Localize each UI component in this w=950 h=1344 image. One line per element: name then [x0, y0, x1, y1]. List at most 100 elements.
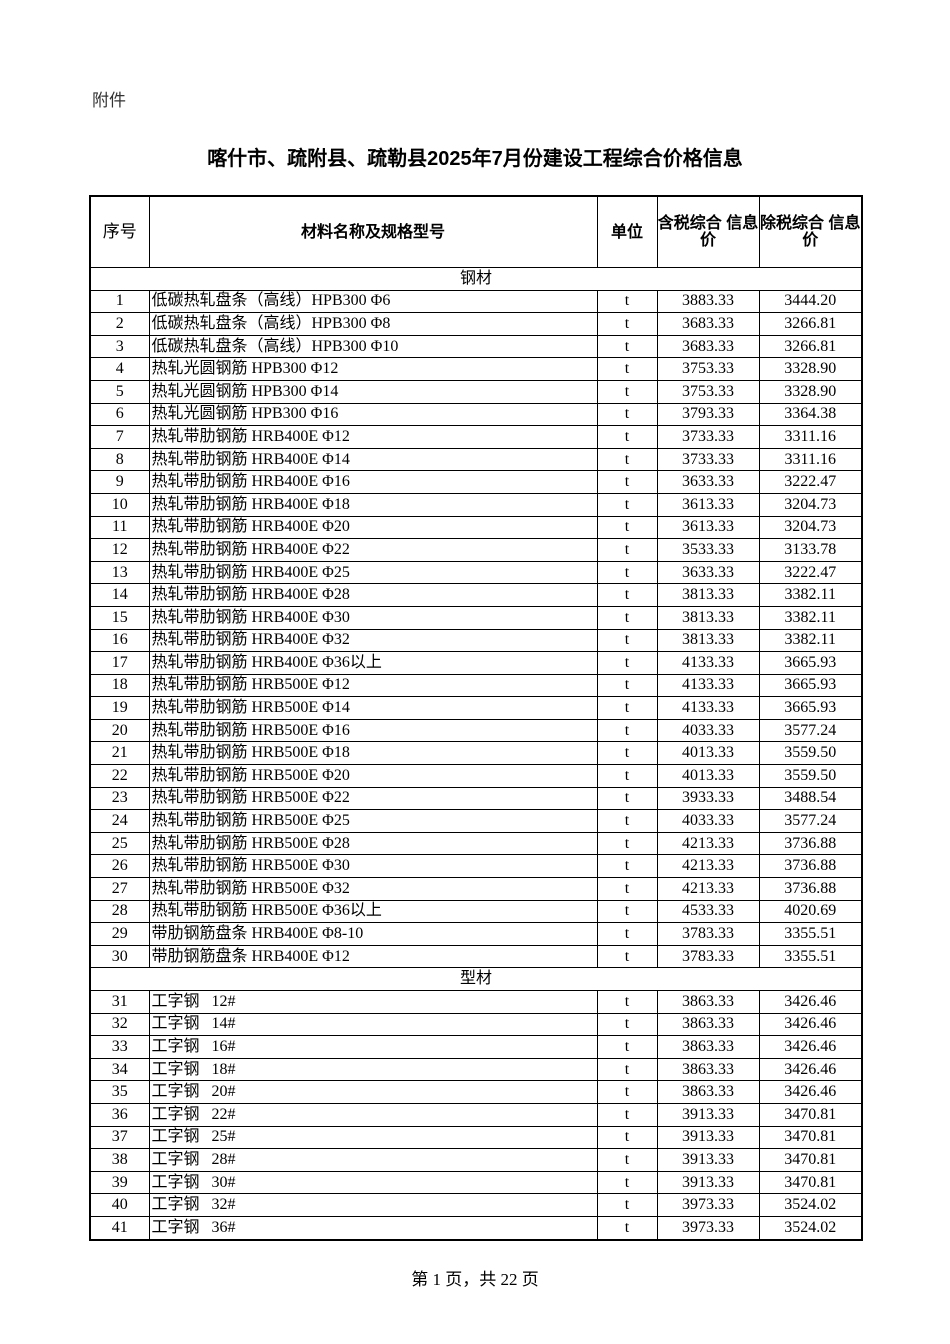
- cell-name: 工字钢 14#: [148, 1012, 598, 1037]
- cell-tax-price: 4133.33: [656, 696, 760, 720]
- cell-seq: 29: [89, 922, 150, 946]
- cell-seq: 36: [89, 1102, 150, 1127]
- price-table: 序号 材料名称及规格型号 单位 含税综合 信息价 除税综合 信息价 钢材 1 低碳热…: [89, 195, 863, 1241]
- section-row: 钢材: [89, 267, 863, 291]
- cell-name: 热轧带肋钢筋 HRB500E Φ14: [148, 696, 598, 720]
- cell-name: 工字钢 32#: [148, 1193, 598, 1217]
- cell-tax-price: 3863.33: [656, 1035, 760, 1059]
- cell-unit: t: [596, 289, 658, 314]
- cell-unit: t: [596, 899, 658, 924]
- cell-seq: 31: [89, 990, 150, 1014]
- table-row: 39 工字钢 30# t 3913.33 3470.81: [89, 1170, 863, 1195]
- cell-unit: t: [596, 538, 658, 562]
- page-footer: 第 1 页，共 22 页: [411, 1270, 539, 1289]
- table-row: 9 热轧带肋钢筋 HRB400E Φ16 t 3633.33 3222.47: [89, 470, 863, 494]
- cell-seq: 2: [89, 312, 150, 336]
- cell-seq: 1: [89, 289, 150, 314]
- cell-tax-price: 3973.33: [656, 1215, 760, 1241]
- table-row: 31 工字钢 12# t 3863.33 3426.46: [89, 990, 863, 1014]
- cell-unit: t: [596, 628, 658, 653]
- cell-tax-price: 3683.33: [656, 334, 760, 359]
- cell-tax-price: 3783.33: [656, 922, 760, 946]
- cell-notax-price: 3382.11: [758, 605, 863, 630]
- cell-name: 热轧带肋钢筋 HRB500E Φ18: [148, 741, 598, 766]
- cell-seq: 20: [89, 718, 150, 743]
- cell-seq: 24: [89, 809, 150, 833]
- table-row: 41 工字钢 36# t 3973.33 3524.02: [89, 1215, 863, 1241]
- cell-tax-price: 3613.33: [656, 492, 760, 517]
- cell-seq: 14: [89, 583, 150, 607]
- cell-name: 热轧带肋钢筋 HRB500E Φ30: [148, 854, 598, 879]
- cell-unit: t: [596, 854, 658, 879]
- cell-tax-price: 3633.33: [656, 470, 760, 494]
- cell-tax-price: 4213.33: [656, 831, 760, 856]
- table-row: 23 热轧带肋钢筋 HRB500E Φ22 t 3933.33 3488.54: [89, 786, 863, 811]
- cell-seq: 3: [89, 334, 150, 359]
- cell-name: 热轧光圆钢筋 HPB300 Φ14: [148, 379, 598, 404]
- section-row: 型材: [89, 967, 863, 991]
- cell-name: 工字钢 36#: [148, 1215, 598, 1241]
- table-row: 26 热轧带肋钢筋 HRB500E Φ30 t 4213.33 3736.88: [89, 854, 863, 879]
- table-header-row: 序号 材料名称及规格型号 单位 含税综合 信息价 除税综合 信息价: [89, 195, 863, 268]
- cell-seq: 19: [89, 696, 150, 720]
- cell-name: 工字钢 12#: [148, 990, 598, 1014]
- table-row: 20 热轧带肋钢筋 HRB500E Φ16 t 4033.33 3577.24: [89, 718, 863, 743]
- cell-unit: t: [596, 560, 658, 585]
- cell-seq: 7: [89, 425, 150, 449]
- cell-tax-price: 3813.33: [656, 605, 760, 630]
- cell-seq: 35: [89, 1080, 150, 1104]
- cell-notax-price: 3444.20: [758, 289, 863, 314]
- cell-tax-price: 3883.33: [656, 289, 760, 314]
- table-row: 28 热轧带肋钢筋 HRB500E Φ36以上 t 4533.33 4020.69: [89, 899, 863, 924]
- cell-notax-price: 3311.16: [758, 447, 863, 472]
- cell-unit: t: [596, 741, 658, 766]
- cell-name: 热轧光圆钢筋 HPB300 Φ16: [148, 402, 598, 427]
- cell-name: 工字钢 18#: [148, 1057, 598, 1082]
- cell-unit: t: [596, 1125, 658, 1150]
- cell-unit: t: [596, 1193, 658, 1217]
- cell-seq: 5: [89, 379, 150, 404]
- table-row: 34 工字钢 18# t 3863.33 3426.46: [89, 1057, 863, 1082]
- cell-unit: t: [596, 1215, 658, 1241]
- cell-name: 热轧带肋钢筋 HRB500E Φ16: [148, 718, 598, 743]
- table-row: 32 工字钢 14# t 3863.33 3426.46: [89, 1012, 863, 1037]
- cell-tax-price: 3913.33: [656, 1125, 760, 1150]
- cell-tax-price: 4033.33: [656, 809, 760, 833]
- table-row: 38 工字钢 28# t 3913.33 3470.81: [89, 1148, 863, 1172]
- table-row: 33 工字钢 16# t 3863.33 3426.46: [89, 1035, 863, 1059]
- table-row: 30 带肋钢筋盘条 HRB400E Φ12 t 3783.33 3355.51: [89, 944, 863, 969]
- header-name: 材料名称及规格型号: [148, 195, 598, 268]
- cell-tax-price: 4013.33: [656, 741, 760, 766]
- table-row: 8 热轧带肋钢筋 HRB400E Φ14 t 3733.33 3311.16: [89, 447, 863, 472]
- cell-notax-price: 3665.93: [758, 673, 863, 698]
- cell-unit: t: [596, 696, 658, 720]
- cell-unit: t: [596, 357, 658, 381]
- cell-notax-price: 3426.46: [758, 1035, 863, 1059]
- cell-tax-price: 3913.33: [656, 1148, 760, 1172]
- cell-notax-price: 3266.81: [758, 312, 863, 336]
- cell-unit: t: [596, 831, 658, 856]
- table-row: 24 热轧带肋钢筋 HRB500E Φ25 t 4033.33 3577.24: [89, 809, 863, 833]
- cell-tax-price: 3733.33: [656, 447, 760, 472]
- cell-seq: 16: [89, 628, 150, 653]
- table-row: 25 热轧带肋钢筋 HRB500E Φ28 t 4213.33 3736.88: [89, 831, 863, 856]
- cell-name: 热轧带肋钢筋 HRB400E Φ18: [148, 492, 598, 517]
- cell-seq: 13: [89, 560, 150, 585]
- cell-notax-price: 3311.16: [758, 425, 863, 449]
- table-row: 3 低碳热轧盘条（高线）HPB300 Φ10 t 3683.33 3266.81: [89, 334, 863, 359]
- cell-notax-price: 3204.73: [758, 515, 863, 540]
- table-row: 37 工字钢 25# t 3913.33 3470.81: [89, 1125, 863, 1150]
- table-row: 19 热轧带肋钢筋 HRB500E Φ14 t 4133.33 3665.93: [89, 696, 863, 720]
- cell-name: 热轧带肋钢筋 HRB500E Φ12: [148, 673, 598, 698]
- page-title: 喀什市、疏附县、疏勒县2025年7月份建设工程综合价格信息: [207, 148, 743, 170]
- cell-notax-price: 3559.50: [758, 764, 863, 788]
- cell-seq: 25: [89, 831, 150, 856]
- cell-unit: t: [596, 583, 658, 607]
- cell-name: 工字钢 22#: [148, 1102, 598, 1127]
- table-row: 36 工字钢 22# t 3913.33 3470.81: [89, 1102, 863, 1127]
- cell-notax-price: 4020.69: [758, 899, 863, 924]
- cell-tax-price: 4033.33: [656, 718, 760, 743]
- cell-notax-price: 3665.93: [758, 696, 863, 720]
- cell-notax-price: 3470.81: [758, 1170, 863, 1195]
- cell-unit: t: [596, 1035, 658, 1059]
